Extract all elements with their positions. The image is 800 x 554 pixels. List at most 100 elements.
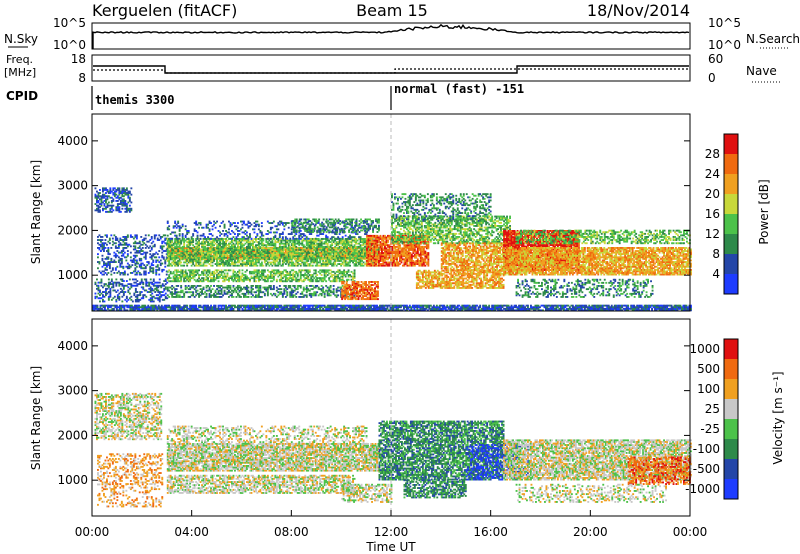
data-cell [107, 240, 110, 243]
data-cell [169, 252, 172, 254]
data-cell [310, 278, 313, 281]
data-cell [307, 270, 310, 273]
data-cell [100, 280, 103, 282]
data-cell [260, 258, 263, 261]
data-cell [280, 239, 283, 242]
data-cell [122, 190, 125, 193]
data-cell [100, 195, 103, 198]
data-cell [101, 257, 104, 260]
data-cell [125, 256, 128, 259]
data-cell [337, 244, 340, 247]
data-cell [305, 286, 308, 289]
data-cell [328, 253, 331, 256]
data-cell [187, 256, 190, 259]
data-cell [320, 256, 323, 259]
data-cell [253, 280, 256, 283]
data-cell [269, 263, 272, 265]
data-cell [134, 247, 137, 249]
data-cell [322, 257, 325, 260]
data-cell [106, 265, 108, 268]
data-cell [350, 270, 353, 273]
data-cell [166, 250, 169, 253]
data-cell [183, 245, 186, 248]
data-cell [229, 256, 232, 259]
data-cell [181, 253, 184, 256]
data-cell [347, 258, 350, 261]
data-cell [257, 256, 260, 259]
data-cell [237, 288, 239, 291]
data-cell [243, 256, 245, 259]
data-cell [235, 275, 238, 278]
data-cell [219, 257, 221, 260]
data-cell [350, 275, 353, 278]
data-cell [183, 239, 186, 242]
data-cell [343, 254, 346, 257]
data-cell [329, 241, 332, 244]
data-cell [307, 277, 310, 280]
data-cell [259, 238, 262, 240]
data-cell [244, 292, 247, 295]
data-cell [269, 292, 272, 295]
data-cell [102, 298, 104, 301]
data-cell [175, 294, 178, 297]
data-cell [126, 265, 129, 268]
data-cell [368, 242, 371, 245]
data-cell [131, 259, 134, 262]
data-cell [126, 243, 129, 246]
data-cell [199, 242, 202, 245]
data-cell [174, 245, 177, 248]
nsky-frame [91, 22, 691, 50]
data-cell [255, 280, 257, 283]
data-cell [202, 278, 205, 281]
data-cell [238, 296, 241, 298]
data-cell [189, 248, 192, 251]
data-cell [149, 239, 152, 241]
data-cell [361, 241, 363, 244]
data-cell [364, 256, 366, 259]
data-cell [272, 256, 275, 259]
data-cell [326, 258, 329, 261]
data-cell [252, 263, 254, 265]
data-cell [305, 285, 308, 287]
data-cell [308, 253, 311, 256]
data-cell [307, 247, 310, 249]
data-cell [222, 245, 224, 248]
data-cell [243, 239, 245, 242]
data-cell [331, 242, 334, 245]
data-cell [142, 286, 145, 289]
data-cell [352, 277, 354, 280]
data-cell [168, 241, 171, 244]
data-cell [223, 280, 226, 283]
data-cell [344, 245, 347, 248]
data-cell [121, 201, 124, 204]
data-cell [177, 252, 180, 254]
data-cell [323, 292, 326, 295]
data-cell [225, 250, 227, 253]
data-cell [128, 297, 131, 300]
data-cell [311, 274, 314, 276]
data-cell [370, 260, 372, 262]
data-cell [180, 239, 183, 242]
data-cell [214, 263, 217, 265]
data-cell [263, 250, 266, 253]
data-cell [322, 250, 325, 253]
data-cell [110, 210, 113, 213]
data-cell [126, 273, 129, 276]
data-cell [304, 253, 307, 256]
data-cell [183, 277, 186, 280]
data-cell [235, 254, 238, 257]
data-cell [314, 241, 317, 244]
data-cell [326, 254, 329, 257]
data-cell [232, 247, 235, 249]
data-cell [120, 261, 123, 263]
data-cell [231, 263, 233, 265]
data-cell [340, 260, 343, 262]
data-cell [104, 268, 107, 271]
data-cell [305, 269, 308, 272]
data-cell [177, 254, 180, 257]
data-cell [253, 263, 256, 265]
data-cell [119, 272, 122, 274]
data-cell [374, 252, 377, 254]
nave-tick-bottom: 0 [708, 71, 716, 85]
data-cell [180, 264, 183, 267]
